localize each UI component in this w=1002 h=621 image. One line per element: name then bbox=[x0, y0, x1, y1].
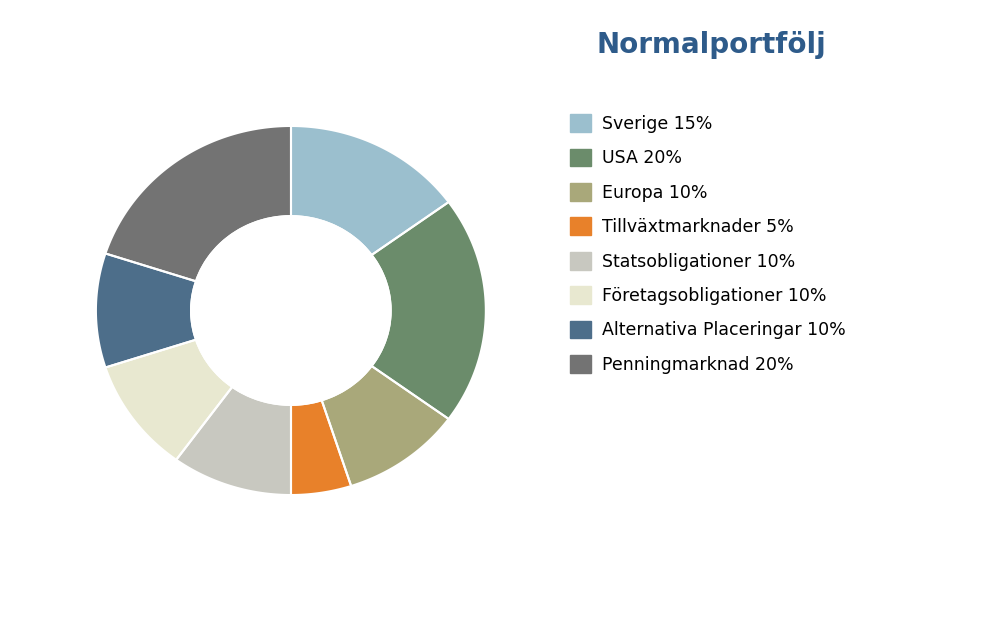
Polygon shape bbox=[372, 202, 484, 419]
Legend: Sverige 15%, USA 20%, Europa 10%, Tillväxtmarknader 5%, Statsobligationer 10%, F: Sverige 15%, USA 20%, Europa 10%, Tillvä… bbox=[570, 114, 845, 374]
Polygon shape bbox=[322, 366, 447, 485]
Text: Normalportfölj: Normalportfölj bbox=[596, 31, 826, 59]
Polygon shape bbox=[106, 340, 231, 459]
Ellipse shape bbox=[189, 215, 392, 406]
Polygon shape bbox=[291, 127, 447, 255]
Polygon shape bbox=[291, 401, 351, 494]
Polygon shape bbox=[106, 127, 291, 281]
Polygon shape bbox=[97, 254, 194, 367]
Polygon shape bbox=[176, 388, 291, 494]
